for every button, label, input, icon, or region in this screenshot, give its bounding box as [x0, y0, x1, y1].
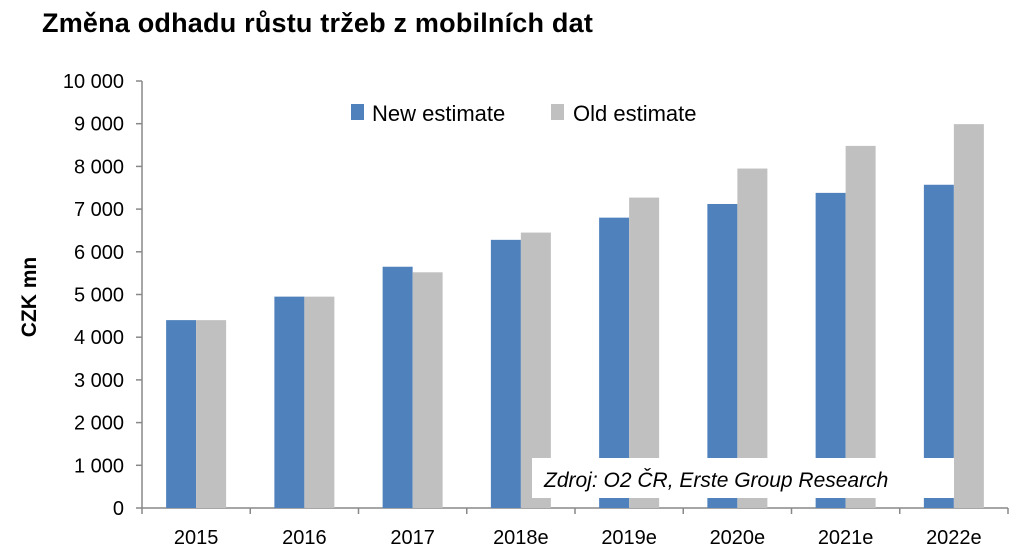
bar-new-estimate: [274, 296, 305, 508]
legend-swatch: [351, 104, 364, 120]
y-tick-label: 9 000: [74, 114, 124, 136]
bar-old-estimate: [196, 320, 227, 508]
y-tick-label: 5 000: [74, 285, 124, 307]
y-tick-label: 3 000: [74, 370, 124, 392]
bar-new-estimate: [815, 192, 846, 508]
y-tick-label: 2 000: [74, 413, 124, 435]
bar-old-estimate: [629, 197, 660, 509]
y-tick-label: 0: [113, 498, 124, 520]
x-tick-label: 2016: [282, 527, 327, 549]
bar-new-estimate: [923, 184, 954, 509]
bar-old-estimate: [304, 296, 335, 508]
source-box: Zdroj: O2 ČR, Erste Group Research: [532, 458, 954, 498]
bar-old-estimate: [845, 145, 876, 509]
source-annotation: Zdroj: O2 ČR, Erste Group Research: [543, 469, 888, 492]
y-tick-label: 8 000: [74, 156, 124, 178]
x-tick-label: 2021e: [818, 527, 874, 549]
legend-label: Old estimate: [573, 101, 697, 126]
chart-bars: [166, 124, 984, 509]
chart-legend: New estimate Old estimate: [351, 101, 697, 126]
x-tick-label: 2020e: [710, 527, 766, 549]
x-tick-label: 2015: [174, 527, 219, 549]
y-tick-label: 1 000: [74, 455, 124, 477]
bar-new-estimate: [382, 266, 413, 508]
legend-label: New estimate: [372, 101, 505, 126]
bar-old-estimate: [953, 124, 984, 508]
y-tick-label: 10 000: [63, 71, 124, 93]
y-axis-title: CZK mn: [18, 257, 41, 338]
bar-old-estimate: [737, 168, 768, 508]
y-tick-label: 7 000: [74, 199, 124, 221]
bar-new-estimate: [490, 239, 521, 508]
x-tick-label: 2017: [390, 527, 435, 549]
x-tick-label: 2019e: [601, 527, 657, 549]
y-tick-label: 6 000: [74, 242, 124, 264]
chart-title: Změna odhadu růstu tržeb z mobilních dat: [42, 8, 594, 38]
bar-new-estimate: [166, 320, 197, 508]
chart-axes: 0 1 000 2 000 3 000 4 000 5 000 6 000 7 000 8 00…: [63, 71, 1009, 549]
legend-swatch: [551, 104, 564, 120]
y-tick-label: 4 000: [74, 327, 124, 349]
bar-old-estimate: [412, 272, 443, 508]
bar-new-estimate: [707, 203, 738, 508]
x-tick-label: 2022e: [926, 527, 982, 549]
x-tick-label: 2018e: [493, 527, 549, 549]
